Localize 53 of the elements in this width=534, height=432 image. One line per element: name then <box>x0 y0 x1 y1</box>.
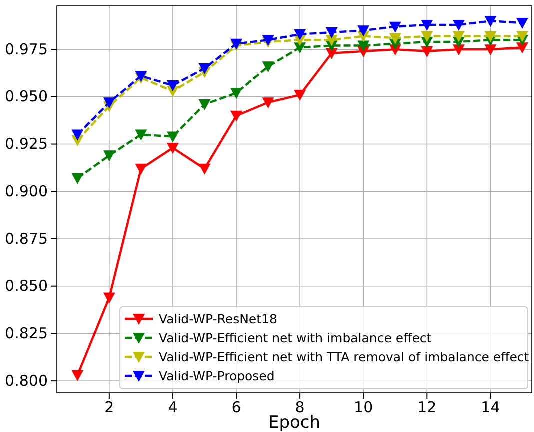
point <box>135 130 148 141</box>
point <box>262 98 274 109</box>
point <box>230 110 243 122</box>
x-tick-label: 2 <box>104 398 114 417</box>
point <box>198 64 211 75</box>
point <box>103 150 116 162</box>
point <box>230 88 243 100</box>
point <box>72 130 84 141</box>
x-tick-label: 14 <box>481 398 500 417</box>
y-tick-label: 0.925 <box>5 135 48 154</box>
point <box>516 31 528 42</box>
point <box>484 16 497 28</box>
y-tick-label: 0.950 <box>5 88 48 106</box>
legend-label: Valid-WP-Efficient net with TTA removal of imbalance effect <box>159 350 530 364</box>
point <box>135 164 148 175</box>
point <box>198 164 211 175</box>
point <box>72 173 84 184</box>
y-tick-label: 0.900 <box>5 182 48 200</box>
point <box>389 22 402 33</box>
point <box>166 143 179 154</box>
point <box>358 26 370 37</box>
point <box>452 20 465 31</box>
point <box>103 292 116 304</box>
legend-label: Valid-WP-Proposed <box>159 368 275 384</box>
legend-label: Valid-WP-ResNet18 <box>159 312 278 326</box>
point <box>166 80 179 92</box>
point <box>326 28 338 39</box>
x-tick-label: 6 <box>232 398 242 417</box>
point <box>516 18 528 30</box>
point <box>262 62 274 73</box>
point <box>389 33 402 44</box>
legend-label: Valid-WP-Efficient net with imbalance effect <box>159 330 432 346</box>
point <box>166 132 179 143</box>
y-tick-label: 0.800 <box>5 372 48 390</box>
point <box>421 20 434 31</box>
point <box>198 100 211 110</box>
point <box>484 44 497 56</box>
point <box>421 46 434 58</box>
x-tick-label: 10 <box>354 398 374 417</box>
y-tick-label: 0.875 <box>5 230 48 248</box>
point <box>294 90 306 102</box>
point <box>72 370 84 382</box>
y-tick-label: 0.975 <box>5 40 48 58</box>
point <box>294 29 306 40</box>
y-tick-label: 0.850 <box>5 277 48 296</box>
y-tick-label: 0.825 <box>5 324 48 343</box>
point <box>452 31 465 42</box>
point <box>103 98 116 109</box>
x-tick-label: 12 <box>418 398 437 417</box>
point <box>484 31 497 42</box>
point <box>421 31 434 42</box>
point <box>358 40 370 52</box>
x-tick-label: 4 <box>168 398 178 417</box>
